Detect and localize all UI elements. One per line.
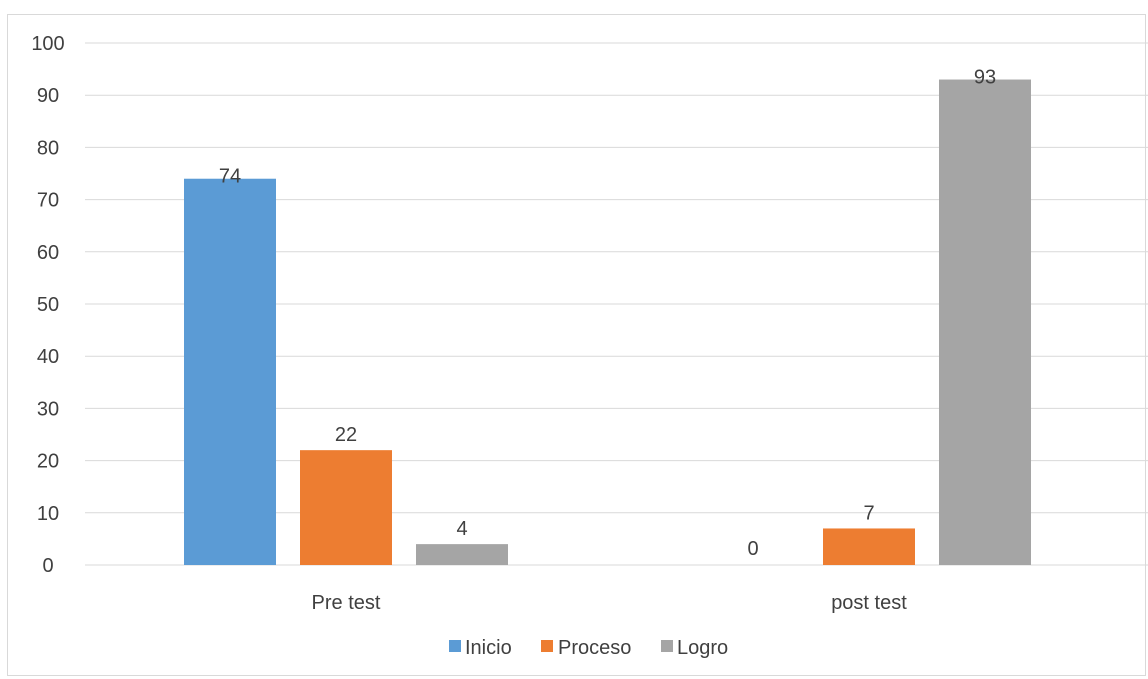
y-tick-label: 20 (37, 451, 59, 473)
bars (184, 79, 1031, 565)
x-category-label: Pre test (312, 592, 381, 614)
data-label: 74 (219, 166, 241, 188)
legend-label-inicio: Inicio (465, 637, 512, 659)
data-label: 93 (974, 67, 996, 89)
y-tick-label: 90 (37, 85, 59, 107)
data-label: 22 (335, 424, 357, 446)
y-tick-label: 10 (37, 503, 59, 525)
data-labels: 74 22 4 0 7 93 (219, 67, 996, 560)
legend-label-proceso: Proceso (558, 637, 631, 659)
legend-swatch-proceso (541, 640, 553, 652)
bar-proceso-pre-test (300, 450, 392, 565)
y-tick-label: 70 (37, 190, 59, 212)
y-tick-label: 100 (31, 33, 64, 55)
y-axis-tick-labels: 0 10 20 30 40 50 60 70 80 90 100 (31, 33, 64, 577)
legend-label-logro: Logro (677, 637, 728, 659)
y-tick-label: 40 (37, 346, 59, 368)
y-tick-label: 0 (42, 555, 53, 577)
y-tick-label: 50 (37, 294, 59, 316)
bar-logro-pre-test (416, 544, 508, 565)
data-label: 4 (456, 518, 467, 540)
y-tick-label: 60 (37, 242, 59, 264)
y-tick-label: 80 (37, 137, 59, 159)
x-category-label: post test (831, 592, 907, 614)
legend-swatch-logro (661, 640, 673, 652)
legend: Inicio Proceso Logro (449, 637, 728, 659)
data-label: 0 (747, 538, 758, 560)
y-tick-label: 30 (37, 398, 59, 420)
bar-proceso-post-test (823, 528, 915, 565)
legend-swatch-inicio (449, 640, 461, 652)
bar-logro-post-test (939, 79, 1031, 565)
data-label: 7 (863, 502, 874, 524)
x-axis-category-labels: Pre test post test (312, 592, 908, 614)
bar-inicio-pre-test (184, 178, 276, 565)
